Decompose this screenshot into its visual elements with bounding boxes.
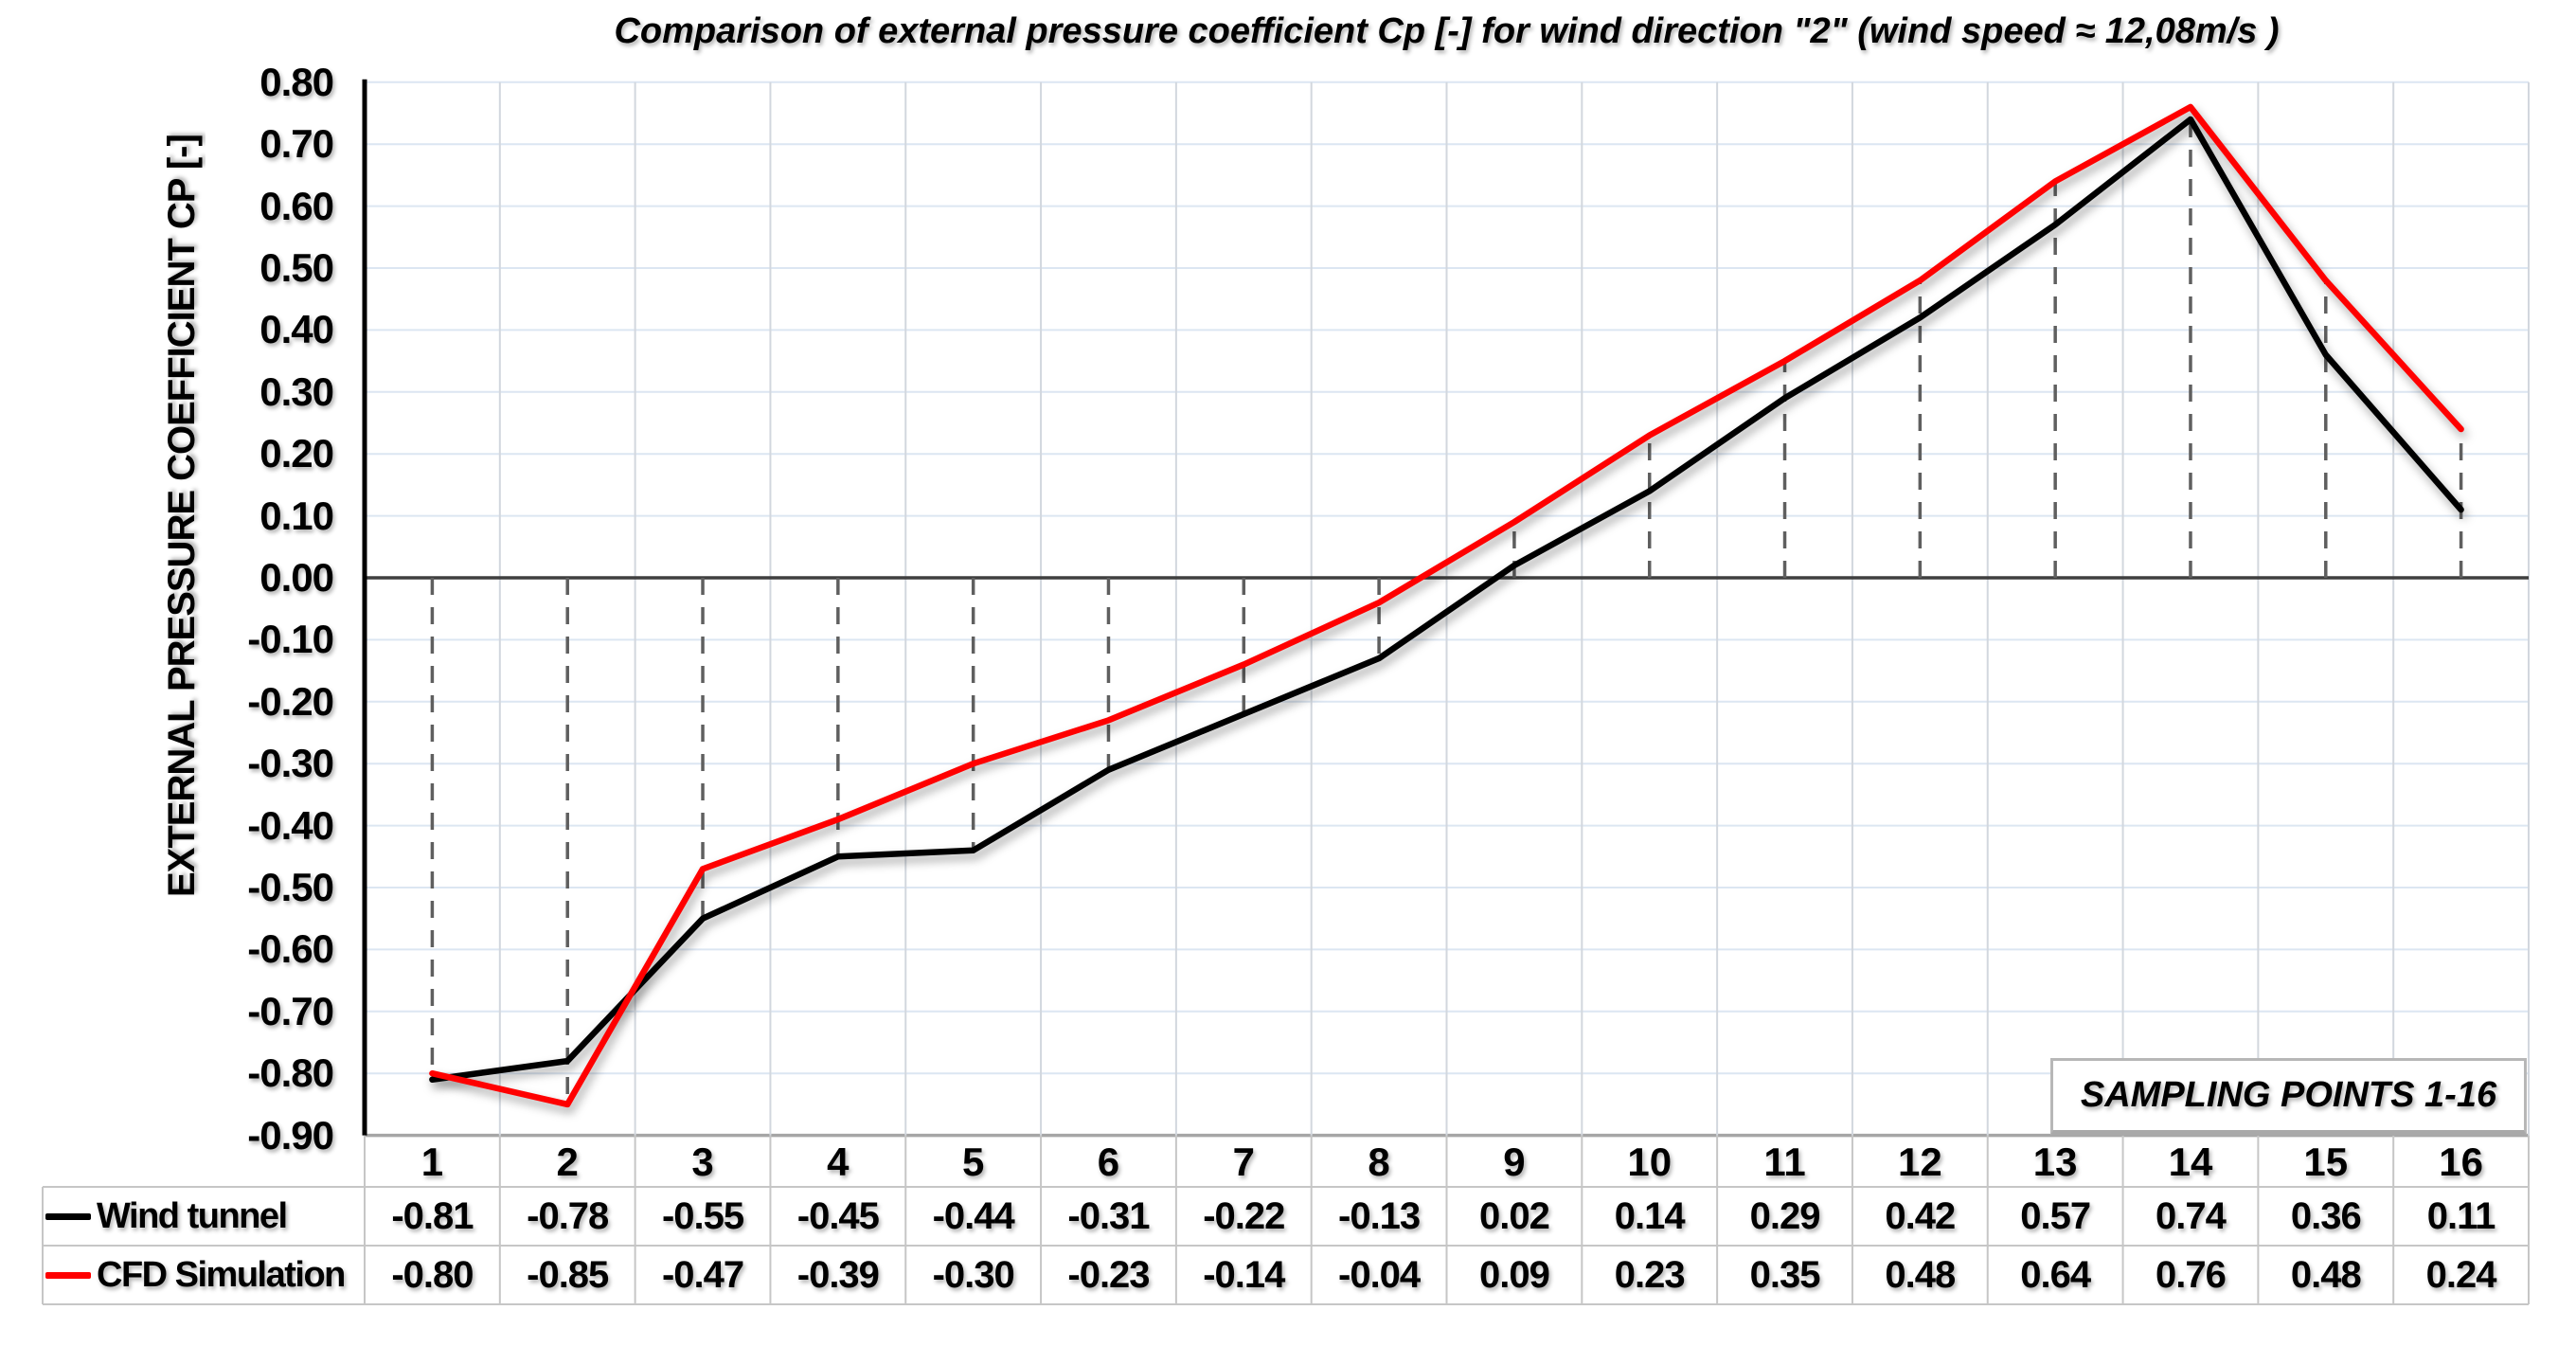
- series-lines: [429, 103, 2464, 1108]
- x-axis-tick-label: 5: [961, 1139, 985, 1184]
- table-cell: -0.04: [1338, 1254, 1421, 1296]
- table-cell: 0.09: [1478, 1254, 1550, 1296]
- table-cell: -0.85: [527, 1254, 609, 1296]
- table-cell: -0.31: [1067, 1195, 1150, 1237]
- sampling-points-box: SAMPLING POINTS 1-16: [2050, 1058, 2527, 1136]
- y-axis-tick-label: 0.60: [259, 183, 334, 228]
- table-cell: -0.78: [527, 1195, 609, 1237]
- y-axis-tick-label: -0.80: [247, 1050, 334, 1096]
- x-axis-tick-label: 12: [1897, 1139, 1942, 1184]
- y-axis-tick-label: -0.60: [247, 926, 334, 972]
- table-cell: 0.42: [1885, 1195, 1956, 1237]
- x-axis-tick-label: 11: [1763, 1139, 1806, 1184]
- table-cell: 0.02: [1478, 1195, 1550, 1237]
- table-cell: 0.76: [2156, 1254, 2227, 1296]
- x-axis-tick-label: 7: [1232, 1139, 1255, 1184]
- x-axis-tick-label: 1: [420, 1139, 444, 1184]
- table-cell: -0.81: [391, 1195, 474, 1237]
- y-axis-tick-label: 0.20: [259, 431, 334, 476]
- table-cell: 0.48: [2290, 1254, 2362, 1296]
- table-cell: -0.30: [932, 1254, 1015, 1296]
- x-axis-tick-label: 10: [1627, 1139, 1673, 1184]
- table-cell: 0.57: [2020, 1195, 2091, 1237]
- series-name-label: CFD Simulation: [97, 1254, 346, 1295]
- table-cell: -0.55: [661, 1195, 744, 1237]
- x-axis-tick-label: 6: [1097, 1139, 1120, 1184]
- y-axis-tick-label: -0.20: [247, 678, 334, 724]
- table-cell: -0.22: [1203, 1195, 1285, 1237]
- table-borders: [42, 1135, 2530, 1305]
- table-cell: 0.74: [2156, 1195, 2227, 1237]
- sampling-points-label: SAMPLING POINTS 1-16: [2080, 1075, 2497, 1115]
- y-axis-tick-label: -0.50: [247, 865, 334, 909]
- x-axis-tick-label: 15: [2303, 1139, 2349, 1184]
- x-axis-tick-label: 13: [2032, 1139, 2078, 1184]
- y-axis-tick-label: 0.40: [259, 307, 334, 352]
- table-cell: 0.35: [1749, 1254, 1821, 1296]
- drop-lines: [430, 106, 2463, 1104]
- y-axis-tick-label: 0.30: [259, 368, 334, 414]
- x-axis-tick-label: 14: [2168, 1139, 2213, 1184]
- table-cell: -0.13: [1338, 1195, 1421, 1237]
- chart-title: Comparison of external pressure coeffici…: [614, 11, 2280, 51]
- table-cell: -0.39: [796, 1254, 880, 1296]
- table-cell: 0.64: [2020, 1254, 2091, 1296]
- y-axis-tick-label: -0.70: [247, 988, 334, 1033]
- axes: [362, 79, 2529, 1136]
- table-cell: -0.45: [796, 1195, 880, 1237]
- table-cell: -0.44: [932, 1195, 1015, 1237]
- series-name-label: Wind tunnel: [97, 1195, 288, 1236]
- x-axis-tick-label: 16: [2439, 1139, 2483, 1184]
- x-axis-tick-label: 2: [556, 1139, 579, 1184]
- y-axis-tick-label: -0.40: [247, 802, 334, 848]
- y-axis-tick-label: 0.00: [259, 555, 334, 600]
- y-axis-tick-label: -0.10: [247, 617, 334, 662]
- table-cell: 0.29: [1749, 1195, 1821, 1237]
- x-axis-tick-label: 9: [1503, 1139, 1526, 1184]
- series-line-cfd-simulation: [429, 103, 2464, 1108]
- table-cell: 0.24: [2425, 1254, 2497, 1296]
- table-cell: 0.14: [1614, 1195, 1686, 1237]
- table-row-header-cfd-simulation: CFD Simulation: [43, 1246, 365, 1304]
- table-cell: 0.11: [2426, 1195, 2496, 1237]
- x-axis-tick-label: 8: [1368, 1139, 1390, 1184]
- x-axis-tick-label: 4: [827, 1139, 850, 1184]
- y-axis-tick-label: 0.10: [259, 493, 334, 538]
- y-axis-tick-label: -0.90: [247, 1112, 334, 1158]
- table-cell: 0.36: [2290, 1195, 2362, 1237]
- table-cell: -0.14: [1203, 1254, 1285, 1296]
- table-cell: -0.47: [661, 1254, 744, 1296]
- x-axis-tick-label: 3: [691, 1139, 714, 1184]
- y-axis-tick-label: 0.80: [259, 59, 334, 104]
- table-cell: -0.23: [1067, 1254, 1150, 1296]
- y-axis-tick-label: 0.70: [259, 121, 334, 167]
- table-cell: 0.23: [1614, 1254, 1686, 1296]
- table-row-header-wind-tunnel: Wind tunnel: [43, 1187, 365, 1246]
- y-axis-tick-label: -0.30: [247, 741, 334, 786]
- series-line-wind-tunnel: [429, 116, 2464, 1083]
- table-cell: -0.80: [391, 1254, 474, 1296]
- gridlines: [365, 81, 2530, 1138]
- legend-key-wind-tunnel: [45, 1212, 91, 1220]
- y-axis-tick-label: 0.50: [259, 245, 334, 290]
- table-cell: 0.48: [1885, 1254, 1956, 1296]
- legend-key-cfd-simulation: [45, 1271, 91, 1279]
